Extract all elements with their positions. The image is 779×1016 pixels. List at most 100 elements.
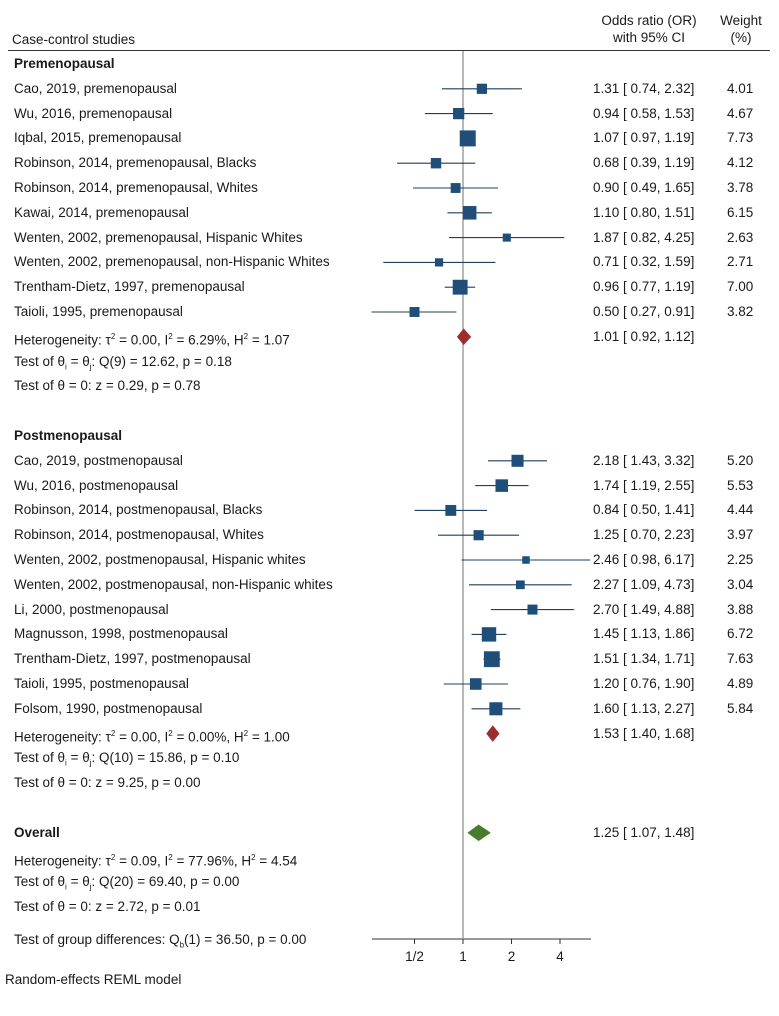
group-heading: Postmenopausal xyxy=(14,428,123,443)
study-point-square xyxy=(450,183,461,193)
group-heterogeneity: Heterogeneity: τ2 = 0.00, I2 = 0.00%, H2… xyxy=(14,728,290,745)
overall-heading: Overall xyxy=(14,824,60,840)
study-label: Trentham-Dietz, 1997, premenopausal xyxy=(14,279,245,295)
study-label: Wu, 2016, postmenopausal xyxy=(14,477,179,493)
study-point-square xyxy=(511,454,524,467)
study-label: Wenten, 2002, premenopausal, non-Hispani… xyxy=(14,254,330,270)
study-ci-text: 1.31 [ 0.74, 2.32] xyxy=(593,80,695,96)
study-ci-text: 0.84 [ 0.50, 1.41] xyxy=(593,502,695,518)
header-or-label: Odds ratio (OR) with 95% CI xyxy=(601,13,697,45)
study-point-square xyxy=(483,651,500,668)
study-weight: 2.63 xyxy=(727,229,754,245)
study-label: Trentham-Dietz, 1997, postmenopausal xyxy=(14,651,251,667)
study-point-square xyxy=(473,530,484,541)
study-label: Taioli, 1995, postmenopausal xyxy=(14,676,189,691)
study-label: Robinson, 2014, postmenopausal, Whites xyxy=(14,527,264,543)
study-label: Magnusson, 1998, postmenopausal xyxy=(14,626,228,642)
study-label: Iqbal, 2015, premenopausal xyxy=(14,130,182,146)
study-ci-text: 0.71 [ 0.32, 1.59] xyxy=(593,254,695,270)
study-weight: 7.63 xyxy=(727,651,754,667)
study-weight: 2.25 xyxy=(727,552,754,567)
study-label: Wu, 2016, premenopausal xyxy=(14,105,173,121)
study-weight: 4.67 xyxy=(727,105,754,121)
study-weight: 2.71 xyxy=(727,254,754,270)
study-ci-text: 1.87 [ 0.82, 4.25] xyxy=(593,229,695,245)
x-axis-tick-label: 1/2 xyxy=(405,949,424,964)
group-zero-test: Test of θ = 0: z = 0.29, p = 0.78 xyxy=(14,378,201,394)
study-point-square xyxy=(430,158,442,169)
header-rule xyxy=(8,50,770,51)
study-weight: 6.15 xyxy=(727,204,754,220)
study-label: Taioli, 1995, premenopausal xyxy=(14,304,183,319)
study-ci-text: 0.94 [ 0.58, 1.53] xyxy=(593,105,695,121)
study-ci-text: 1.10 [ 0.80, 1.51] xyxy=(593,204,695,220)
x-axis-tick-label: 4 xyxy=(556,949,564,964)
overall-ci-text: 1.25 [ 1.07, 1.48] xyxy=(593,824,695,840)
study-weight: 7.73 xyxy=(727,130,754,146)
overall-heterogeneity: Heterogeneity: τ2 = 0.09, I2 = 77.96%, H… xyxy=(14,852,298,869)
study-label: Wenten, 2002, premenopausal, Hispanic Wh… xyxy=(14,229,303,245)
study-weight: 3.88 xyxy=(727,601,754,617)
study-weight: 3.97 xyxy=(727,527,754,543)
study-point-square xyxy=(469,678,482,690)
study-weight: 6.72 xyxy=(727,626,754,642)
overall-homogeneity-test: Test of θi = θj: Q(20) = 69.40, p = 0.00 xyxy=(14,874,240,893)
x-axis-tick-label: 2 xyxy=(507,949,516,964)
study-point-square xyxy=(481,627,497,642)
study-point-square xyxy=(522,556,530,564)
study-point-square xyxy=(445,504,457,516)
study-ci-text: 1.20 [ 0.76, 1.90] xyxy=(593,676,695,691)
study-label: Cao, 2019, premenopausal xyxy=(14,80,177,96)
study-point-square xyxy=(527,604,538,615)
group-pooled-ci-text: 1.01 [ 0.92, 1.12] xyxy=(593,328,695,344)
study-label: Robinson, 2014, postmenopausal, Blacks xyxy=(14,502,263,518)
study-weight: 5.20 xyxy=(727,452,754,468)
study-point-square xyxy=(502,233,511,242)
study-ci-text: 2.46 [ 0.98, 6.17] xyxy=(593,552,695,567)
study-label: Li, 2000, postmenopausal xyxy=(14,601,169,617)
study-point-square xyxy=(459,130,476,147)
study-weight: 4.44 xyxy=(727,502,754,518)
study-ci-text: 0.96 [ 0.77, 1.19] xyxy=(593,279,695,295)
study-weight: 5.84 xyxy=(727,700,754,716)
group-pooled-diamond xyxy=(456,328,472,346)
study-ci-text: 0.90 [ 0.49, 1.65] xyxy=(593,180,695,195)
overall-pooled-diamond xyxy=(467,824,491,842)
group-heterogeneity: Heterogeneity: τ2 = 0.00, I2 = 6.29%, H2… xyxy=(14,331,290,348)
study-point-square xyxy=(516,580,525,590)
group-zero-test: Test of θ = 0: z = 9.25, p = 0.00 xyxy=(14,775,201,791)
header-study-label: Case-control studies xyxy=(12,32,136,47)
study-weight: 3.78 xyxy=(727,180,754,195)
study-label: Kawai, 2014, premenopausal xyxy=(14,204,189,220)
study-weight: 7.00 xyxy=(727,279,754,295)
study-point-square xyxy=(495,479,509,492)
study-ci-text: 2.70 [ 1.49, 4.88] xyxy=(593,601,695,617)
study-label: Wenten, 2002, postmenopausal, Hispanic w… xyxy=(14,552,306,567)
study-point-square xyxy=(409,307,420,317)
study-point-square xyxy=(434,258,444,267)
study-ci-text: 1.45 [ 1.13, 1.86] xyxy=(593,626,695,642)
study-ci-text: 1.51 [ 1.34, 1.71] xyxy=(593,651,695,667)
group-difference-test: Test of group differences: Qb(1) = 36.50… xyxy=(14,932,307,950)
study-weight: 5.53 xyxy=(727,477,754,493)
header-weight-label: Weight (%) xyxy=(720,13,762,45)
model-footnote: Random-effects REML model xyxy=(5,972,182,987)
study-label: Folsom, 1990, postmenopausal xyxy=(14,700,203,716)
study-ci-text: 1.25 [ 0.70, 2.23] xyxy=(593,527,695,543)
study-ci-text: 0.50 [ 0.27, 0.91] xyxy=(593,304,695,319)
group-homogeneity-test: Test of θi = θj: Q(10) = 15.86, p = 0.10 xyxy=(14,750,240,769)
study-ci-text: 0.68 [ 0.39, 1.19] xyxy=(593,155,695,171)
overall-zero-test: Test of θ = 0: z = 2.72, p = 0.01 xyxy=(14,899,201,915)
study-ci-text: 2.27 [ 1.09, 4.73] xyxy=(593,576,695,592)
group-pooled-ci-text: 1.53 [ 1.40, 1.68] xyxy=(593,725,695,741)
study-point-square xyxy=(452,279,468,295)
group-heading: Premenopausal xyxy=(14,56,115,71)
study-ci-text: 1.07 [ 0.97, 1.19] xyxy=(593,130,695,146)
study-label: Robinson, 2014, premenopausal, Whites xyxy=(14,180,258,195)
study-ci-text: 2.18 [ 1.43, 3.32] xyxy=(593,452,695,468)
study-ci-text: 1.60 [ 1.13, 2.27] xyxy=(593,700,695,716)
study-point-square xyxy=(462,206,477,220)
study-point-square xyxy=(489,702,503,716)
study-weight: 3.04 xyxy=(727,576,754,592)
